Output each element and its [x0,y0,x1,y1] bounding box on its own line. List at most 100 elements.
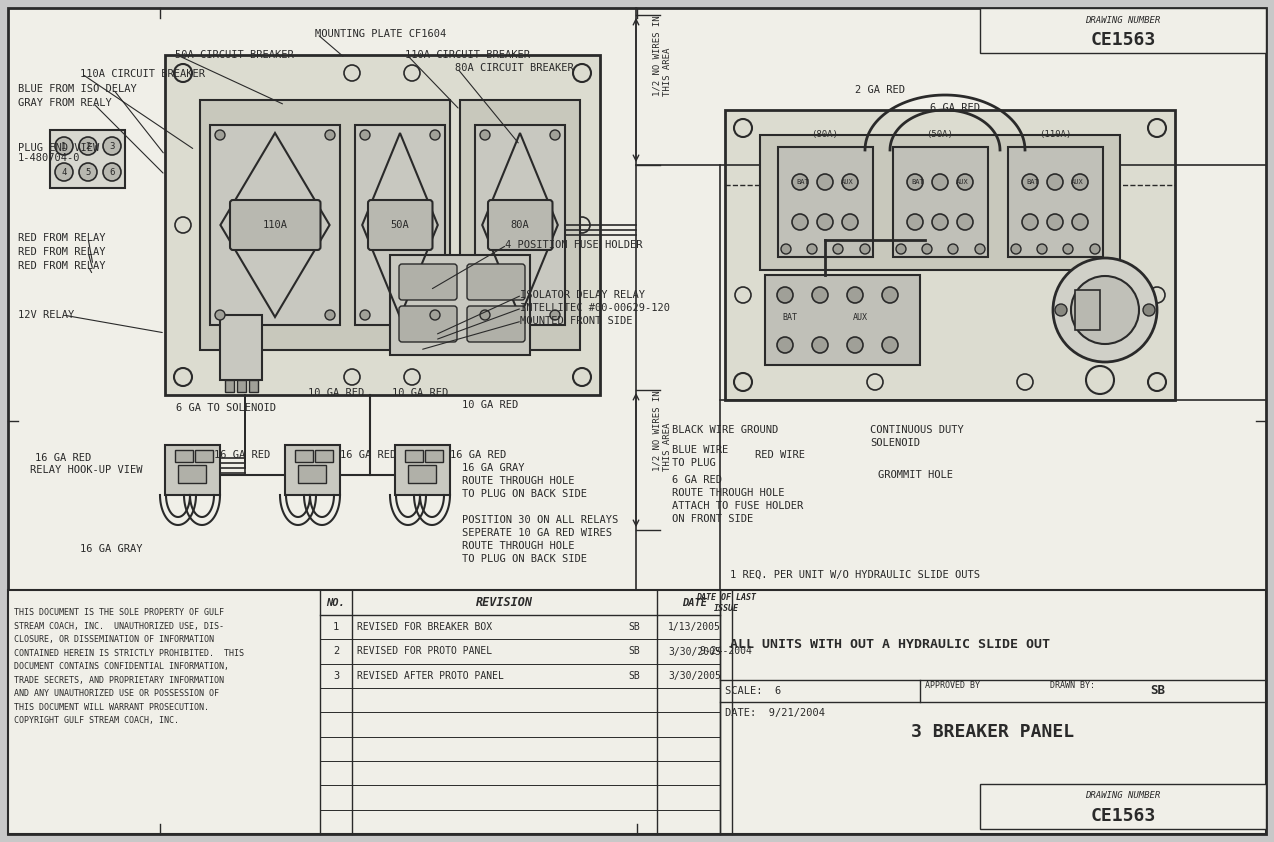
Bar [220,315,262,380]
Circle shape [55,137,73,155]
Circle shape [957,214,973,230]
Circle shape [812,337,828,353]
Circle shape [1047,174,1063,190]
Text: ROUTE THROUGH HOLE: ROUTE THROUGH HOLE [462,476,575,486]
Circle shape [344,65,361,81]
Text: 1 REQ. PER UNIT W/O HYDRAULIC SLIDE OUTS: 1 REQ. PER UNIT W/O HYDRAULIC SLIDE OUTS [730,570,980,580]
Text: CE1563: CE1563 [1091,807,1156,825]
Bar [225,380,234,392]
Circle shape [1085,366,1113,394]
Circle shape [907,174,922,190]
Text: TO PLUG: TO PLUG [671,458,716,468]
Text: 110A CIRCUIT BREAKER: 110A CIRCUIT BREAKER [405,50,530,60]
Bar [1075,290,1099,330]
Text: TRADE SECRETS, AND PROPRIETARY INFORMATION: TRADE SECRETS, AND PROPRIETARY INFORMATI… [14,675,224,685]
Bar [195,450,213,462]
Bar [285,445,340,495]
Text: AUX: AUX [1070,179,1083,185]
Text: BAT: BAT [782,313,798,322]
Circle shape [1055,304,1068,316]
Circle shape [404,369,420,385]
Text: SB: SB [628,671,641,681]
Circle shape [975,244,985,254]
Text: RED FROM RELAY: RED FROM RELAY [18,247,106,257]
Text: 3: 3 [110,141,115,151]
Text: SB: SB [1150,685,1164,697]
Text: 110A CIRCUIT BREAKER: 110A CIRCUIT BREAKER [80,69,205,79]
Bar [166,445,220,495]
Circle shape [734,373,752,391]
Bar [355,125,445,325]
Circle shape [361,130,369,140]
Text: 4: 4 [61,168,66,177]
Text: RED WIRE: RED WIRE [755,450,805,460]
Text: 16 GA RED: 16 GA RED [214,450,270,460]
Bar [166,55,600,395]
Text: DATE:  9/21/2004: DATE: 9/21/2004 [725,708,826,718]
Text: 3 BREAKER PANEL: 3 BREAKER PANEL [911,723,1074,741]
Bar [175,450,192,462]
Text: 6: 6 [110,168,115,177]
Circle shape [1149,287,1164,303]
Bar [315,450,333,462]
Circle shape [103,137,121,155]
Circle shape [842,214,857,230]
Bar [761,135,1120,270]
Text: 10 GA RED: 10 GA RED [392,388,448,398]
Bar [426,450,443,462]
Circle shape [933,174,948,190]
Circle shape [792,214,808,230]
Bar [725,110,1175,400]
Circle shape [325,310,335,320]
Text: 12V RELAY: 12V RELAY [18,310,74,320]
Text: (80A): (80A) [812,130,838,139]
Text: 6 GA RED: 6 GA RED [671,475,722,485]
Circle shape [817,214,833,230]
Text: GRAY FROM REALY: GRAY FROM REALY [18,98,112,108]
Circle shape [1148,119,1166,137]
Text: CE1563: CE1563 [1091,31,1156,49]
Circle shape [431,130,440,140]
Text: APPROVED BY: APPROVED BY [925,681,980,690]
Text: 110A: 110A [262,220,288,230]
Text: 80A: 80A [511,220,530,230]
Circle shape [817,174,833,190]
Bar [408,465,436,483]
FancyBboxPatch shape [468,264,525,300]
Circle shape [1047,214,1063,230]
Text: ISOLATOR DELAY RELAY: ISOLATOR DELAY RELAY [520,290,645,300]
Bar [460,100,580,350]
Circle shape [550,130,561,140]
Circle shape [896,244,906,254]
FancyBboxPatch shape [231,200,321,250]
Circle shape [1143,304,1156,316]
Text: 2: 2 [85,141,90,151]
Text: DATE OF LAST
ISSUE: DATE OF LAST ISSUE [696,594,755,613]
Text: THIS DOCUMENT WILL WARRANT PROSECUTION.: THIS DOCUMENT WILL WARRANT PROSECUTION. [14,702,209,711]
Text: BAT: BAT [912,179,925,185]
Bar [764,275,920,365]
Text: AUX: AUX [841,179,854,185]
Text: 16 GA RED: 16 GA RED [340,450,396,460]
Text: SB: SB [628,647,641,657]
Text: REVISED FOR PROTO PANEL: REVISED FOR PROTO PANEL [357,647,492,657]
Text: BLUE WIRE: BLUE WIRE [671,445,729,455]
Text: AND ANY UNAUTHORIZED USE OR POSSESSION OF: AND ANY UNAUTHORIZED USE OR POSSESSION O… [14,689,219,698]
Text: 3: 3 [333,671,339,681]
Bar [8,590,1266,834]
Bar [248,380,259,392]
Circle shape [1022,214,1038,230]
FancyBboxPatch shape [468,306,525,342]
Text: INTELLITEC #00-00629-120: INTELLITEC #00-00629-120 [520,303,670,313]
Circle shape [550,310,561,320]
Text: RED FROM RELAY: RED FROM RELAY [18,261,106,271]
Text: DATE: DATE [682,598,707,608]
Circle shape [215,130,225,140]
Bar [178,465,206,483]
Text: SEPERATE 10 GA RED WIRES: SEPERATE 10 GA RED WIRES [462,528,612,538]
Circle shape [1037,244,1047,254]
FancyBboxPatch shape [399,264,457,300]
Text: SOLENOID: SOLENOID [870,438,920,448]
Circle shape [1063,244,1073,254]
Circle shape [792,174,808,190]
